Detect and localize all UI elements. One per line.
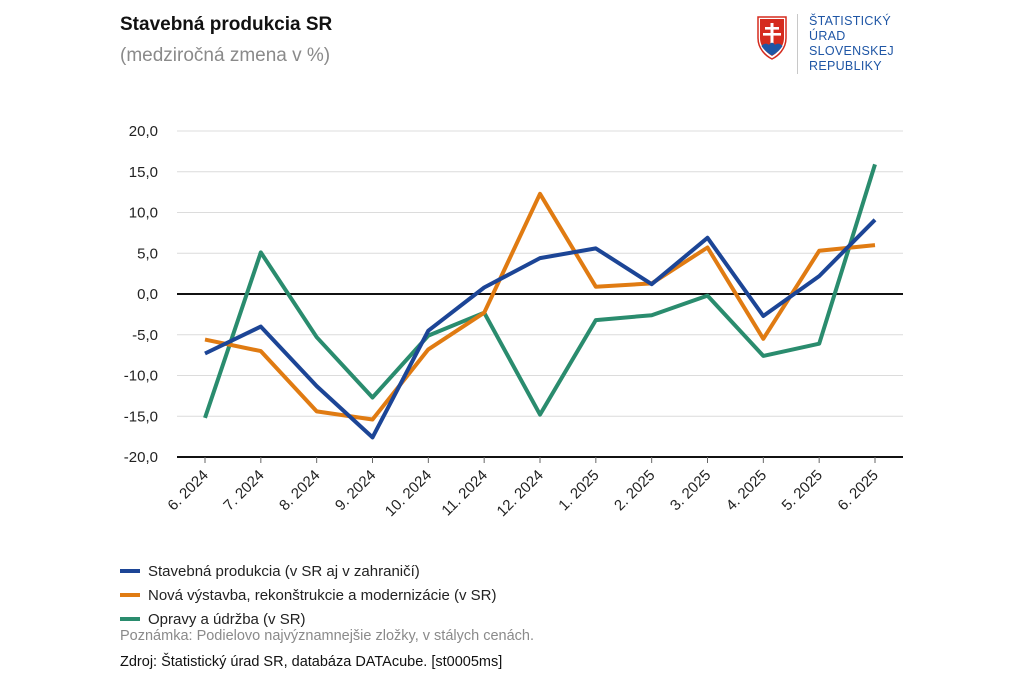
logo-line: ŠTATISTICKÝ — [809, 14, 892, 28]
x-tick-label: 3. 2025 — [667, 467, 714, 514]
legend-label: Nová výstavba, rekonštrukcie a modernizá… — [148, 586, 497, 604]
statistical-office-logo[interactable]: ŠTATISTICKÝ ÚRAD SLOVENSKEJ REPUBLIKY — [757, 14, 907, 78]
y-tick-label: 5,0 — [137, 245, 158, 262]
x-tick-label: 12. 2024 — [494, 467, 547, 520]
y-tick-label: 10,0 — [129, 205, 158, 222]
source-note: Zdroj: Štatistický úrad SR, databáza DAT… — [120, 654, 503, 670]
legend: Stavebná produkcia (v SR aj v zahraničí)… — [120, 559, 496, 631]
axes: 20,0 15,0 10,0 5,0 0,0 -5,0 -10,0 -15,0 -20,0 6. … — [124, 123, 903, 520]
logo-text: ŠTATISTICKÝ ÚRAD SLOVENSKEJ REPUBLIKY — [809, 14, 894, 74]
x-tick-label: 6. 2024 — [164, 467, 211, 514]
gridlines — [177, 130, 903, 417]
x-tick-label: 10. 2024 — [382, 467, 435, 520]
y-tick-label: -15,0 — [124, 408, 158, 425]
series-line-2[interactable] — [204, 191, 876, 422]
legend-label: Opravy a údržba (v SR) — [148, 610, 306, 628]
y-tick-label: -5,0 — [132, 327, 158, 344]
y-tick-label: 15,0 — [129, 164, 158, 181]
chart-subtitle: (medziročná zmena v %) — [120, 45, 331, 66]
chart-title: Stavebná produkcia SR — [120, 14, 333, 35]
y-tick-label: 0,0 — [137, 286, 158, 303]
x-tick-label: 1. 2025 — [555, 467, 602, 514]
x-tick-label: 9. 2024 — [332, 467, 379, 514]
legend-swatch — [120, 593, 140, 597]
series-line-1[interactable] — [204, 218, 877, 440]
footnote: Poznámka: Podielovo najvýznamnejšie zlož… — [120, 628, 534, 644]
logo-divider — [797, 14, 798, 74]
logo-line: REPUBLIKY — [809, 59, 882, 73]
logo-line: ÚRAD — [809, 29, 846, 43]
legend-item[interactable]: Nová výstavba, rekonštrukcie a modernizá… — [120, 583, 496, 607]
x-tick-label: 11. 2024 — [438, 467, 491, 520]
legend-label: Stavebná produkcia (v SR aj v zahraničí) — [148, 562, 420, 580]
y-tick-label: 20,0 — [129, 123, 158, 140]
x-tick-label: 7. 2024 — [220, 467, 267, 514]
logo-line: SLOVENSKEJ — [809, 44, 894, 58]
legend-item[interactable]: Stavebná produkcia (v SR aj v zahraničí) — [120, 559, 496, 583]
x-tick-label: 6. 2025 — [834, 467, 881, 514]
slovak-coat-of-arms-icon — [757, 16, 787, 60]
legend-swatch — [120, 617, 140, 621]
y-tick-label: -10,0 — [124, 368, 158, 385]
legend-swatch — [120, 569, 140, 573]
x-tick-label: 8. 2024 — [276, 467, 323, 514]
x-tick-label: 2. 2025 — [611, 467, 658, 514]
legend-item[interactable]: Opravy a údržba (v SR) — [120, 607, 496, 631]
y-tick-label: -20,0 — [124, 449, 158, 466]
series-line-3[interactable] — [203, 163, 877, 419]
x-tick-label: 4. 2025 — [723, 467, 770, 514]
x-tick-label: 5. 2025 — [779, 467, 826, 514]
series-lines — [203, 163, 877, 440]
